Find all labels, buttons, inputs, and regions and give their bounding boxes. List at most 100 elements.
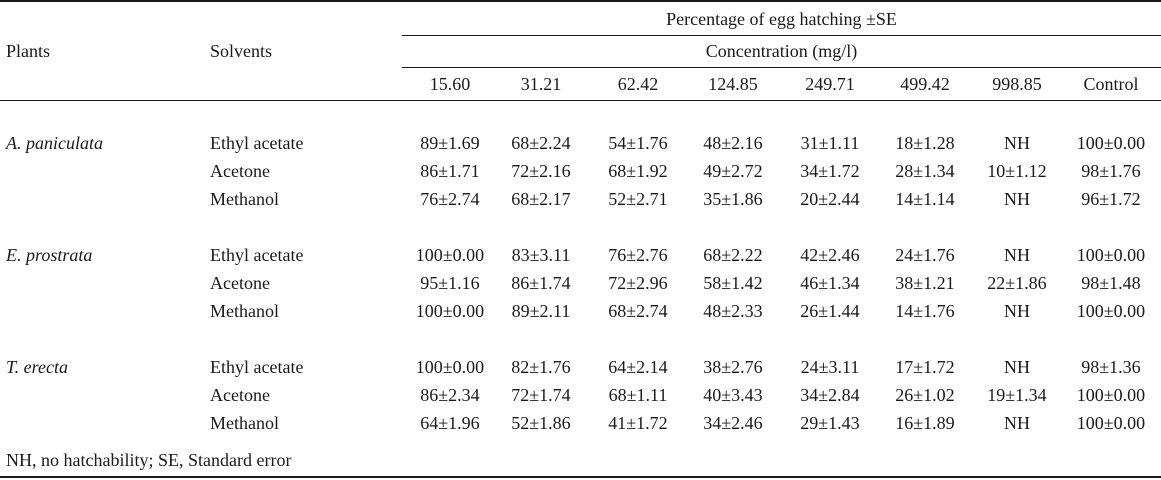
table-cell: 100±0.00 [415, 357, 485, 377]
column-header: 31.21 [520, 74, 562, 94]
table-cell: 24±1.76 [895, 245, 955, 265]
table-cell: 86±1.74 [511, 273, 571, 293]
table-cell: 86±2.34 [420, 385, 480, 405]
table-cell: 68±2.74 [608, 301, 668, 321]
table-cell: NH [1004, 301, 1030, 321]
table-cell: 14±1.14 [895, 189, 955, 209]
table-cell: 52±2.71 [608, 189, 668, 209]
table-cell: 16±1.89 [895, 413, 955, 433]
table-cell: 18±1.28 [895, 133, 955, 153]
table-cell: 49±2.72 [703, 161, 763, 181]
table-cell: 72±2.96 [608, 273, 668, 293]
table-cell: 76±2.76 [608, 245, 668, 265]
table-cell: 28±1.34 [895, 161, 955, 181]
table-cell: 98±1.48 [1081, 273, 1141, 293]
table-cell: 100±0.00 [1076, 385, 1146, 405]
table-cell: 72±1.74 [511, 385, 571, 405]
table-cell: 14±1.76 [895, 301, 955, 321]
table-cell: 68±2.24 [511, 133, 571, 153]
table-cell: 10±1.12 [987, 161, 1047, 181]
column-header: Control [1083, 74, 1139, 94]
column-header: 249.71 [805, 74, 855, 94]
solvent-name: Ethyl acetate [210, 357, 304, 377]
table-cell: 48±2.16 [703, 133, 763, 153]
table-cell: 100±0.00 [1076, 133, 1146, 153]
table-cell: 68±2.17 [511, 189, 571, 209]
solvent-name: Methanol [210, 189, 279, 209]
table-cell: 58±1.42 [703, 273, 763, 293]
solvent-name: Ethyl acetate [210, 133, 304, 153]
table-cell: 52±1.86 [511, 413, 571, 433]
solvent-name: Acetone [210, 161, 270, 181]
footnote: NH, no hatchability; SE, Standard error [6, 450, 292, 470]
column-header: 62.42 [617, 74, 659, 94]
table-cell: 100±0.00 [1076, 301, 1146, 321]
solvents-header: Solvents [210, 41, 273, 61]
table-cell: 100±0.00 [1076, 245, 1146, 265]
table-cell: 83±3.11 [511, 245, 571, 265]
table-cell: 96±1.72 [1081, 189, 1141, 209]
plants-header: Plants [6, 41, 51, 61]
table-cell: NH [1004, 245, 1030, 265]
solvent-name: Acetone [210, 273, 270, 293]
column-header: 998.85 [992, 74, 1042, 94]
table-cell: 29±1.43 [800, 413, 860, 433]
subgroup-title-rule [402, 67, 1161, 68]
table-cell: NH [1004, 133, 1030, 153]
table-cell: 34±2.46 [703, 413, 763, 433]
bottom-rule [0, 476, 1161, 478]
plant-name: A. paniculata [6, 133, 103, 153]
table-cell: NH [1004, 357, 1030, 377]
table-cell: 86±1.71 [420, 161, 480, 181]
table-cell: 24±3.11 [800, 357, 860, 377]
table-cell: NH [1004, 189, 1030, 209]
table-cell: 35±1.86 [703, 189, 763, 209]
table-cell: 17±1.72 [895, 357, 955, 377]
column-header: 15.60 [429, 74, 471, 94]
table-cell: 26±1.44 [800, 301, 860, 321]
table-cell: 38±1.21 [895, 273, 955, 293]
table-cell: 95±1.16 [420, 273, 480, 293]
table-cell: 48±2.33 [703, 301, 763, 321]
table-cell: 72±2.16 [511, 161, 571, 181]
table-cell: 82±1.76 [511, 357, 571, 377]
top-rule [0, 0, 1161, 2]
table-cell: 40±3.43 [703, 385, 763, 405]
table-cell: 98±1.76 [1081, 161, 1141, 181]
table-cell: 31±1.11 [800, 133, 860, 153]
table-cell: 100±0.00 [415, 301, 485, 321]
solvent-name: Methanol [210, 413, 279, 433]
subgroup-title: Concentration (mg/l) [705, 41, 858, 61]
table-cell: 46±1.34 [800, 273, 860, 293]
table-cell: 42±2.46 [800, 245, 860, 265]
table-cell: 68±2.22 [703, 245, 763, 265]
table-cell: 68±1.11 [608, 385, 668, 405]
column-header: 124.85 [708, 74, 758, 94]
table-cell: 34±2.84 [800, 385, 860, 405]
table-cell: 34±1.72 [800, 161, 860, 181]
table-cell: 64±1.96 [420, 413, 480, 433]
table-cell: 89±2.11 [511, 301, 571, 321]
table-cell: 19±1.34 [987, 385, 1047, 405]
table-cell: 20±2.44 [800, 189, 860, 209]
table-cell: 38±2.76 [703, 357, 763, 377]
table-cell: 98±1.36 [1081, 357, 1141, 377]
solvent-name: Ethyl acetate [210, 245, 304, 265]
table-cell: 26±1.02 [895, 385, 955, 405]
table-cell: 64±2.14 [608, 357, 668, 377]
column-header: 499.42 [900, 74, 950, 94]
table-cell: 89±1.69 [420, 133, 480, 153]
group-title: Percentage of egg hatching ±SE [666, 9, 897, 29]
table-cell: NH [1004, 413, 1030, 433]
table-cell: 54±1.76 [608, 133, 668, 153]
plant-name: E. prostrata [6, 245, 93, 265]
table-cell: 100±0.00 [415, 245, 485, 265]
table-cell: 100±0.00 [1076, 413, 1146, 433]
solvent-name: Acetone [210, 385, 270, 405]
solvent-name: Methanol [210, 301, 279, 321]
table-cell: 68±1.92 [608, 161, 668, 181]
table-cell: 76±2.74 [420, 189, 480, 209]
table-cell: 22±1.86 [987, 273, 1047, 293]
table-cell: 41±1.72 [608, 413, 668, 433]
header-bottom-rule [0, 100, 1161, 101]
